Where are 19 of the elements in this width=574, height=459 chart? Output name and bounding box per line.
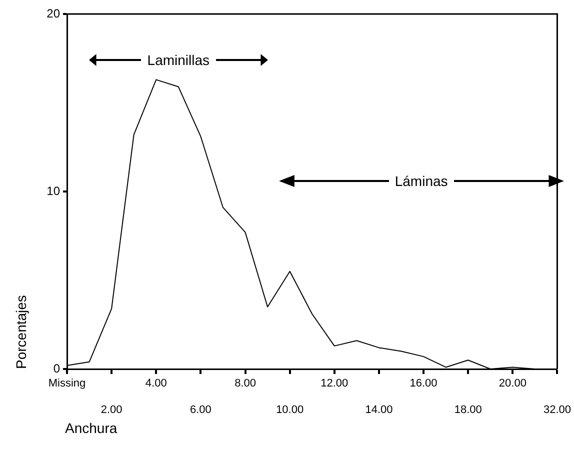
- y-tick-label: 20: [46, 6, 60, 20]
- x-tick-label: 16.00: [410, 378, 438, 390]
- x-tick-label: 2.00: [100, 404, 122, 416]
- x-tick-label: 10.00: [276, 404, 304, 416]
- y-axis-title: Porcentajes: [12, 295, 29, 369]
- y-tick-label: 0: [53, 361, 60, 376]
- x-tick-label: 8.00: [234, 378, 256, 390]
- annotation: Láminas: [394, 172, 449, 189]
- x-axis-title: Anchura: [65, 420, 118, 436]
- x-tick-label: 18.00: [454, 404, 482, 416]
- x-tick-label: 6.00: [190, 404, 212, 416]
- x-tick-label: 20.00: [498, 378, 526, 390]
- annotation: Laminillas: [146, 52, 211, 68]
- x-tick-label: Missing: [48, 378, 86, 390]
- y-tick-label: 10: [46, 184, 60, 198]
- x-tick-label: 4.00: [145, 378, 167, 390]
- x-tick-label: 12.00: [320, 378, 348, 390]
- x-tick-label: 32.00: [543, 404, 571, 416]
- x-tick-label: 14.00: [365, 404, 393, 416]
